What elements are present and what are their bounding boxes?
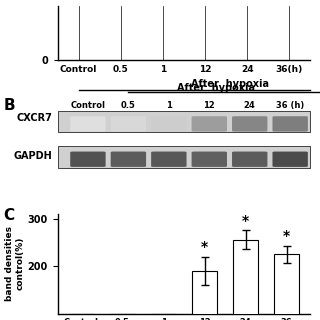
Text: After  hypoxia: After hypoxia xyxy=(190,79,268,89)
Text: 12: 12 xyxy=(204,101,215,110)
FancyBboxPatch shape xyxy=(58,146,310,168)
Bar xyxy=(192,271,217,320)
Text: *: * xyxy=(283,229,290,243)
Text: 36 (h): 36 (h) xyxy=(276,101,304,110)
FancyBboxPatch shape xyxy=(232,116,268,132)
FancyBboxPatch shape xyxy=(151,116,187,132)
FancyBboxPatch shape xyxy=(111,152,146,167)
Text: 0.5: 0.5 xyxy=(121,101,136,110)
Bar xyxy=(274,254,299,320)
Bar xyxy=(233,240,258,320)
FancyBboxPatch shape xyxy=(70,152,106,167)
FancyBboxPatch shape xyxy=(192,152,227,167)
Y-axis label: band densities
control(%): band densities control(%) xyxy=(5,226,25,301)
Text: *: * xyxy=(242,214,249,228)
FancyBboxPatch shape xyxy=(58,111,310,132)
Text: GAPDH: GAPDH xyxy=(14,151,52,161)
Text: 24: 24 xyxy=(244,101,256,110)
Text: CXCR7: CXCR7 xyxy=(17,113,52,123)
FancyBboxPatch shape xyxy=(273,116,308,132)
Text: After  hypoxia: After hypoxia xyxy=(177,83,255,93)
Bar xyxy=(110,314,135,320)
Bar xyxy=(151,314,176,320)
FancyBboxPatch shape xyxy=(111,116,146,132)
Text: 1: 1 xyxy=(166,101,172,110)
FancyBboxPatch shape xyxy=(70,116,106,132)
Text: B: B xyxy=(3,98,15,113)
Text: Control: Control xyxy=(70,101,105,110)
Bar xyxy=(69,314,94,320)
FancyBboxPatch shape xyxy=(232,152,268,167)
Text: *: * xyxy=(201,240,208,254)
FancyBboxPatch shape xyxy=(151,152,187,167)
FancyBboxPatch shape xyxy=(273,152,308,167)
Text: C: C xyxy=(3,208,14,223)
FancyBboxPatch shape xyxy=(192,116,227,132)
